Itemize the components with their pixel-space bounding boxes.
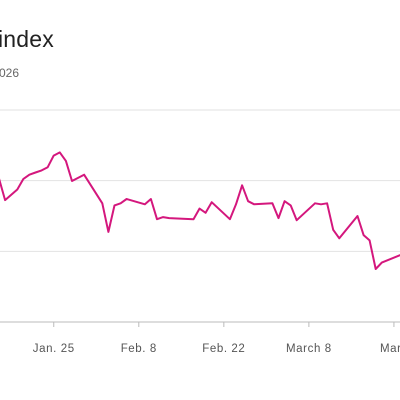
- data-point: [312, 200, 318, 206]
- chart-subtitle: 026: [0, 66, 20, 80]
- data-point: [26, 172, 32, 178]
- data-point: [160, 214, 166, 220]
- data-point: [239, 182, 245, 188]
- data-point: [233, 201, 239, 207]
- data-point: [209, 199, 215, 205]
- data-point: [112, 202, 118, 208]
- data-point: [39, 167, 45, 173]
- data-point: [166, 215, 172, 221]
- data-point: [355, 213, 361, 219]
- chart-title: index: [0, 26, 54, 52]
- x-axis: Jan. 25 Feb. 8 Feb. 22 March 8 Marc: [0, 321, 400, 355]
- data-point: [63, 158, 69, 164]
- data-point: [154, 216, 160, 222]
- data-point: [276, 215, 282, 221]
- data-point: [330, 227, 336, 233]
- data-point: [379, 260, 385, 266]
- data-point: [14, 187, 20, 193]
- data-point: [197, 206, 203, 212]
- data-point: [81, 172, 87, 178]
- data-point: [361, 232, 367, 238]
- data-point: [269, 200, 275, 206]
- data-point: [142, 201, 148, 207]
- data-point: [191, 216, 197, 222]
- data-point: [2, 197, 8, 203]
- data-point: [318, 201, 324, 207]
- data-point: [373, 266, 379, 272]
- data-point: [288, 202, 294, 208]
- data-point: [282, 198, 288, 204]
- data-point: [227, 216, 233, 222]
- data-point: [51, 153, 57, 159]
- data-point: [118, 200, 124, 206]
- data-point: [245, 198, 251, 204]
- data-point: [124, 196, 130, 202]
- data-point: [251, 201, 257, 207]
- data-point: [294, 217, 300, 223]
- data-point: [20, 176, 26, 182]
- data-point: [33, 170, 39, 176]
- data-point: [45, 164, 51, 170]
- data-point: [148, 196, 154, 202]
- data-point: [105, 229, 111, 235]
- series-layer: [0, 149, 400, 272]
- x-tick-label: Marc: [380, 343, 400, 355]
- data-point: [57, 149, 63, 155]
- x-tick-label: Feb. 22: [202, 343, 245, 355]
- x-tick-label: Jan. 25: [33, 343, 75, 355]
- series-line-0: [0, 151, 400, 270]
- data-point: [336, 235, 342, 241]
- data-point: [203, 210, 209, 216]
- data-point: [99, 200, 105, 206]
- data-point: [367, 237, 373, 243]
- data-point: [69, 178, 75, 184]
- x-tick-label: Feb. 8: [121, 343, 157, 355]
- x-tick-label: March 8: [286, 343, 332, 355]
- data-point: [324, 200, 330, 206]
- gridlines: [0, 109, 400, 252]
